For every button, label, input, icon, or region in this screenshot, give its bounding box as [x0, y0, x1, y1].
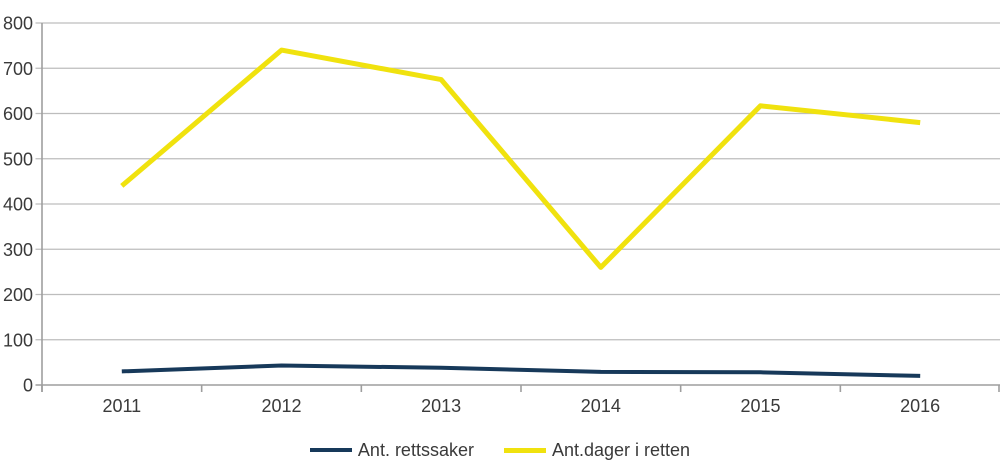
- y-tick-label-300: 300: [3, 240, 33, 260]
- y-tick-label-500: 500: [3, 149, 33, 169]
- legend-item-rettssaker: Ant. rettssaker: [309, 439, 474, 461]
- x-tick-label-2014: 2014: [581, 396, 621, 416]
- x-tick-label-2013: 2013: [421, 396, 461, 416]
- x-tick-label-2015: 2015: [740, 396, 780, 416]
- series-line-rettssaker: [121, 363, 921, 378]
- series-line-dager-i-retten: [120, 47, 921, 270]
- y-tick-label-100: 100: [3, 330, 33, 350]
- legend-item-dager-i-retten: Ant.dager i retten: [503, 439, 691, 461]
- y-tick-label-700: 700: [3, 59, 33, 79]
- y-tick-label-600: 600: [3, 104, 33, 124]
- y-tick-label-800: 800: [3, 14, 33, 34]
- x-tick-label-2016: 2016: [900, 396, 940, 416]
- y-tick-label-0: 0: [23, 376, 33, 396]
- legend-line-swatch-dager-i-retten: [503, 447, 546, 453]
- legend-label-rettssaker: Ant. rettssaker: [357, 439, 474, 460]
- legend-line-swatch-rettssaker: [309, 448, 352, 452]
- legend-label-dager-i-retten: Ant.dager i retten: [551, 439, 691, 460]
- legend: Ant. rettssaker Ant.dager i retten: [0, 438, 1000, 462]
- x-tick-label-2012: 2012: [261, 396, 301, 416]
- y-tick-label-200: 200: [3, 285, 33, 305]
- y-tick-label-400: 400: [3, 195, 33, 215]
- x-tick-label-2011: 2011: [102, 396, 141, 416]
